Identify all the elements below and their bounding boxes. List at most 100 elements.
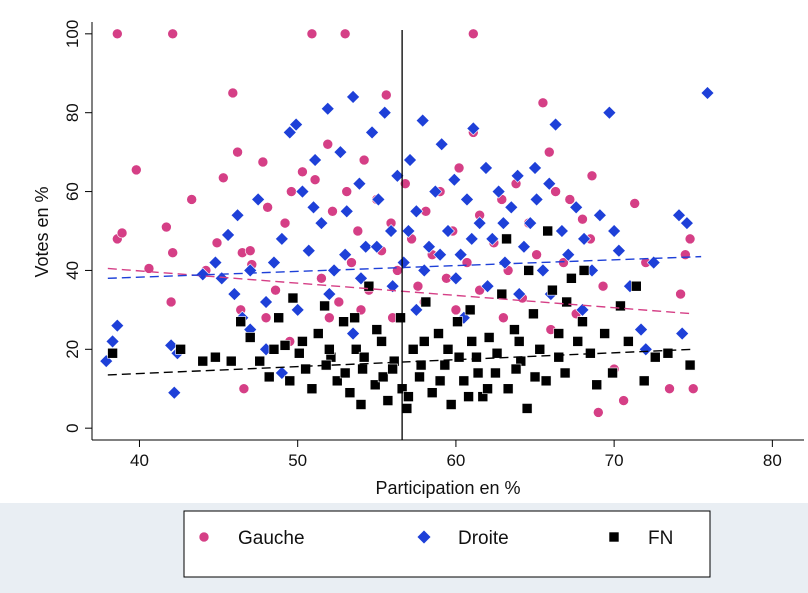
point-droite [491,184,506,199]
point-gauche [260,312,272,324]
point-fn [445,399,457,410]
point-fn [439,359,451,371]
point-droite [110,318,125,333]
point-fn [312,328,324,339]
point-fn [630,280,642,292]
point-droite [230,208,245,223]
point-fn [426,387,438,398]
point-gauche [597,280,609,292]
point-droite [672,208,686,223]
point-droite [227,287,242,302]
point-fn [496,288,508,300]
point-gauche [257,156,269,168]
point-fn [420,296,432,308]
y-tick-label: 80 [63,103,82,122]
point-droite [472,216,487,231]
point-gauche [412,280,424,292]
point-fn [649,351,661,363]
point-fn [197,355,209,367]
point-gauche [543,146,555,158]
point-droite [561,247,576,262]
point-droite [403,153,417,167]
point-fn [387,363,398,375]
point-droite [496,216,511,231]
point-fn [523,265,534,276]
point-fn [638,375,650,387]
point-droite [453,247,468,262]
point-gauche [468,28,479,40]
point-fn [561,296,572,308]
point-gauche [558,257,569,268]
point-droite [339,204,354,219]
point-fn [268,344,280,355]
point-gauche [352,225,364,237]
point-fn [358,351,370,363]
point-fn [623,336,634,347]
point-droite [221,228,235,242]
point-droite [308,153,323,167]
point-droite [611,243,626,258]
point-droite [338,247,353,262]
point-gauche [675,288,686,300]
point-fn [297,336,308,347]
point-fn [466,336,478,347]
point-gauche [262,202,273,213]
point-fn [553,351,565,363]
point-droite [346,326,360,341]
point-droite [548,117,563,132]
point-gauche [232,146,243,158]
point-droite [409,302,424,317]
point-fn [433,328,444,339]
point-droite [385,279,400,294]
point-fn [513,336,525,347]
legend-marker-fn [608,531,620,543]
point-droite [554,224,569,238]
x-tick-label: 40 [130,451,149,470]
point-fn [662,347,674,359]
point-droite [369,239,384,254]
legend-label-droite: Droite [458,528,509,549]
y-axis-title: Votes en % [32,186,52,277]
y-axis-ticks: 0 20 40 60 80 100 [63,20,92,433]
point-droite [638,342,653,357]
point-fn [331,375,343,387]
point-fn [244,332,256,343]
point-droite [517,239,531,254]
point-droite [105,334,120,349]
point-droite [306,200,321,215]
point-fn [395,312,406,324]
point-gauche [380,89,392,101]
point-droite [675,326,690,341]
point-droite [466,121,481,136]
point-gauche [211,237,223,249]
point-droite [401,224,416,238]
point-gauche [112,28,123,40]
point-droite [577,231,591,246]
point-fn [453,351,465,363]
point-droite [274,231,289,246]
y-tick-label: 100 [63,20,82,48]
point-fn [591,379,603,391]
point-gauche [664,383,675,395]
point-fn [529,371,541,383]
point-fn [279,340,291,351]
point-gauche [346,257,357,268]
point-fn [377,371,389,383]
point-droite [529,192,544,207]
point-droite [267,255,281,270]
point-droite [415,113,430,128]
point-fn [273,312,285,324]
point-fn [490,367,501,379]
point-gauche [143,263,155,274]
point-fn [607,367,618,379]
point-fn [339,367,351,379]
point-fn [350,344,362,355]
point-gauche [186,194,197,205]
point-gauche [244,245,256,257]
point-droite [700,86,715,100]
x-tick-label: 80 [763,451,782,470]
point-gauche [550,186,561,197]
point-droite [498,255,512,270]
y-tick-label: 40 [63,261,82,280]
point-fn [452,316,463,327]
